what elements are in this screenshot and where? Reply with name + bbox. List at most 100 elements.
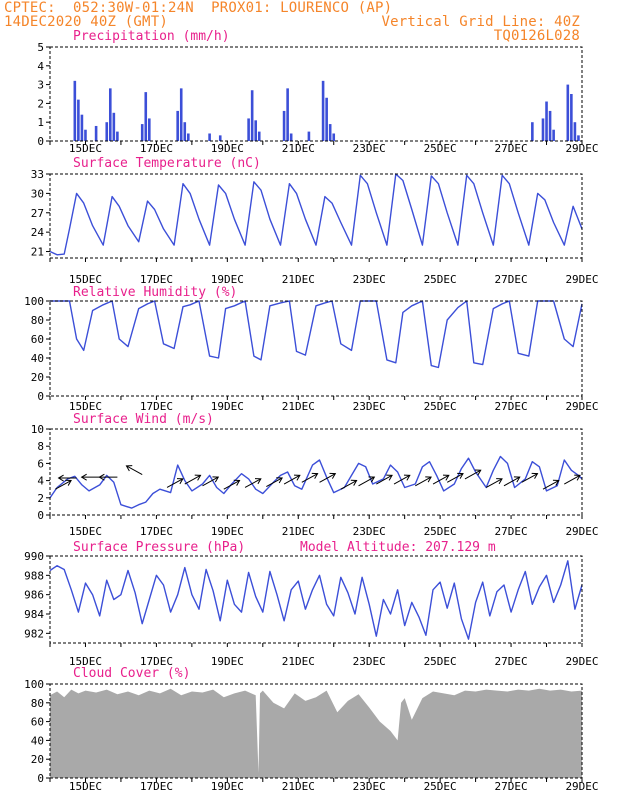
precip-bar [321,80,325,141]
y-tick-label: 986 [24,589,44,602]
x-tick-label: 29DEC [565,142,598,155]
x-tick-label: 17DEC [140,142,173,155]
precip-bar [541,118,545,141]
wind-arrow [376,474,393,485]
x-tick-label: 17DEC [140,655,173,668]
x-tick-label: 29DEC [565,655,598,668]
x-tick-label: 21DEC [282,273,315,286]
precip-bar [140,124,144,141]
precip-bar [94,125,98,141]
panel-1: Surface Temperature (nC) 21 24 27 30 33 15DEC 1… [31,156,599,286]
x-tick-label: 23DEC [353,142,386,155]
panel-annotation: Model Altitude: 207.129 m [300,540,496,555]
x-tick-label: 21DEC [282,655,315,668]
precip-bar [250,90,254,141]
series-line [49,173,583,256]
panel-frame [49,46,583,142]
x-tick-label: 23DEC [353,525,386,538]
y-tick-label: 10 [31,423,44,436]
x-tick-label: 25DEC [424,142,457,155]
x-tick-label: 27DEC [495,525,528,538]
x-tick-label: 25DEC [424,273,457,286]
wind-arrow-head [194,474,202,481]
wind-arrow-head [80,473,87,481]
precip-bar [144,92,148,141]
y-tick-label: 60 [31,333,44,346]
x-tick-label: 29DEC [565,273,598,286]
precip-bar [282,110,286,141]
series-line [50,300,583,369]
wind-arrow [244,478,262,488]
wind-arrow [166,478,184,488]
wind-arrow-head [98,473,105,481]
wind-arrow-head [531,472,539,479]
precip-bar [289,133,293,141]
y-tick-label: 80 [31,314,44,327]
precip-bar [108,88,112,141]
precip-bar [112,112,116,141]
wind-arrow-head [386,474,393,481]
wind-arrow [319,473,336,483]
wind-arrow [393,474,411,485]
precip-bar [148,118,151,141]
y-tick-label: 2 [37,492,44,505]
x-tick-label: 27DEC [495,273,528,286]
precip-bar [208,133,211,141]
panel-frame [49,173,583,259]
wind-arrow-head [474,469,482,476]
wind-arrow-head [176,478,184,485]
chart-header: CPTEC: 052:30W-01:24N PROX01: LOURENCO (… [0,0,618,44]
precip-bar [531,122,534,141]
wind-arrow [202,476,219,487]
wind-arrow [415,476,432,487]
wind-arrow-head [125,465,133,472]
x-tick-label: 21DEC [282,142,315,155]
y-tick-label: 21 [31,246,44,259]
precip-bar [328,124,332,141]
wind-arrow [503,476,520,487]
wind-arrow [184,474,201,485]
wind-arrow [358,476,375,487]
panel-title: Precipitation (mm/h) [73,29,230,44]
series-line [49,560,583,640]
panel-title: Cloud Cover (%) [73,666,190,681]
precip-bar [84,129,87,141]
y-tick-label: 80 [31,697,44,710]
wind-arrow-head [457,472,464,479]
wind-arrow [542,480,559,490]
x-tick-label: 15DEC [69,525,102,538]
x-tick-label: 27DEC [495,400,528,413]
panel-title: Surface Wind (m/s) [73,412,214,427]
x-tick-label: 19DEC [211,400,244,413]
precip-bar [286,88,289,141]
series-line [49,455,583,509]
y-tick-label: 990 [24,550,44,563]
x-tick-label: 17DEC [140,525,173,538]
wind-arrow-head [212,476,220,483]
header-station-line: CPTEC: 052:30W-01:24N PROX01: LOURENCO (… [4,0,393,16]
wind-arrow [266,477,283,488]
precip-bar [176,110,179,141]
x-tick-label: 29DEC [565,400,598,413]
x-tick-label: 29DEC [565,780,598,793]
wind-arrow-head [496,478,503,485]
wind-arrow-head [574,474,581,481]
x-tick-label: 19DEC [211,655,244,668]
y-tick-label: 100 [24,295,44,308]
y-tick-label: 30 [31,187,44,200]
y-tick-label: 40 [31,352,44,365]
x-tick-label: 19DEC [211,525,244,538]
precip-bar [332,133,336,141]
precip-bar [577,135,580,141]
wind-arrow-head [350,479,358,486]
y-tick-label: 60 [31,716,44,729]
wind-arrow [283,474,301,485]
precip-bar [570,94,573,141]
header-run-code: TQ0126L028 [493,28,580,44]
wind-arrow-head [552,479,560,486]
x-tick-label: 25DEC [424,525,457,538]
y-tick-label: 20 [31,371,44,384]
y-tick-label: 27 [31,207,44,220]
y-tick-label: 33 [31,168,44,181]
wind-arrow [301,473,318,483]
